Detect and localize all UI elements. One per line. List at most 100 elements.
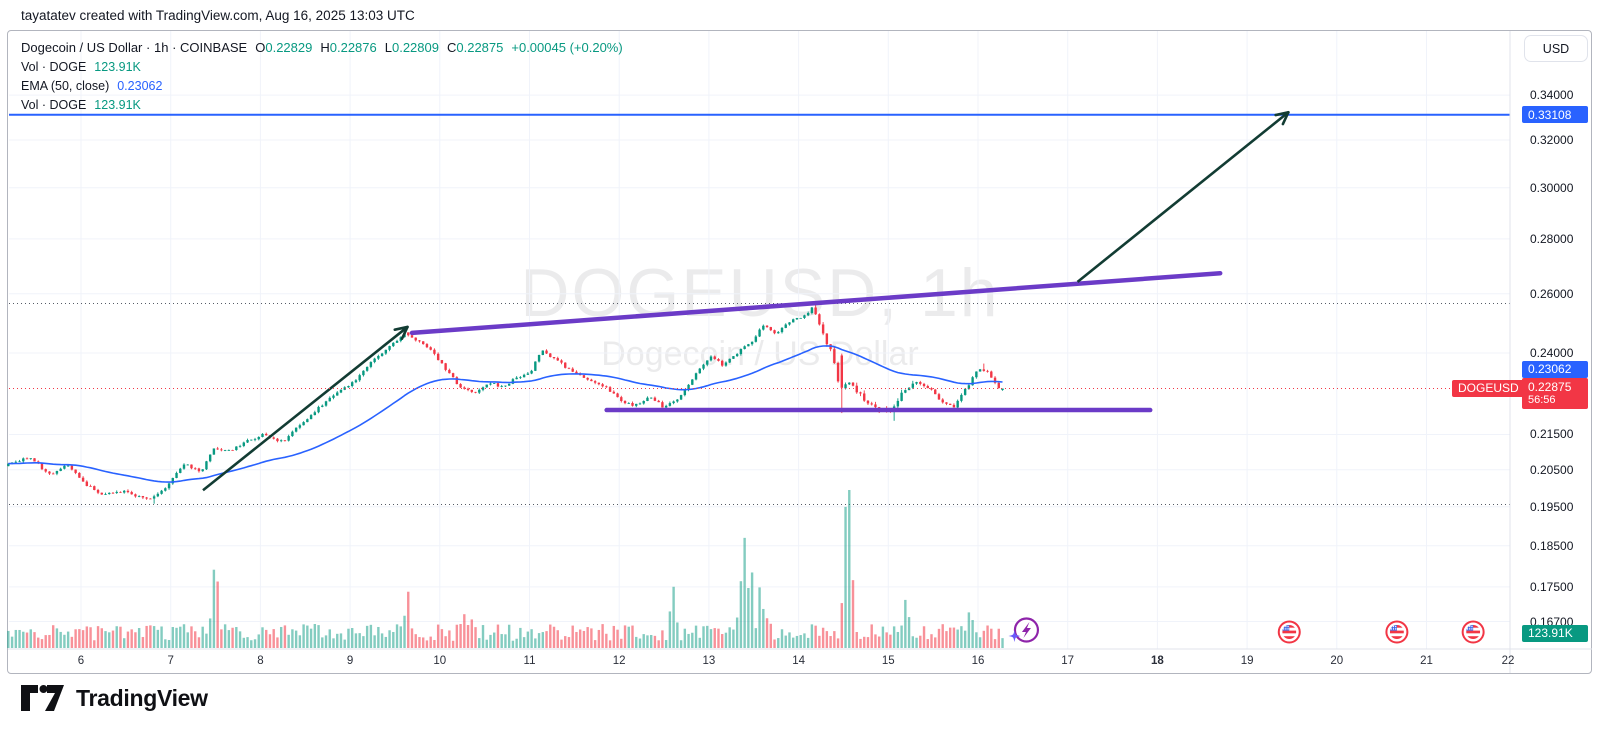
candle-body (679, 395, 683, 400)
economic-event-icon[interactable] (1461, 620, 1485, 644)
volume-bar (298, 635, 302, 648)
date-axis-label: 6 (77, 655, 85, 667)
volume-bar (474, 627, 477, 648)
volume-bar (481, 625, 485, 648)
volume-bar (369, 624, 373, 648)
candle-body (216, 448, 219, 450)
volume-bar (728, 627, 731, 648)
volume-bar (309, 628, 313, 648)
ema-indicator-row[interactable]: EMA (50, close) 0.23062 (21, 76, 623, 95)
candle-body (134, 494, 137, 497)
candle-body (238, 445, 242, 447)
candle-body (777, 332, 780, 334)
candle-body (818, 314, 821, 325)
candle-body (126, 490, 130, 493)
candle-body (552, 357, 556, 359)
volume-bar (530, 629, 533, 648)
candle-body (934, 389, 937, 395)
volume-bar (661, 630, 664, 648)
symbol-row[interactable]: Dogecoin / US Dollar · 1h · COINBASE O 0.… (21, 40, 623, 55)
date-axis-label: 9 (346, 655, 354, 667)
candle-body (489, 383, 492, 385)
candle-body (750, 341, 754, 345)
volume-bar (220, 629, 223, 648)
symbol-title[interactable]: Dogecoin / US Dollar (21, 40, 143, 55)
candle-body (930, 388, 933, 390)
interval-label[interactable]: 1h (153, 40, 169, 55)
volume-bar (926, 639, 929, 648)
volume-bar (698, 637, 701, 648)
economic-event-icon[interactable] (1385, 620, 1409, 644)
volume-bar (433, 639, 436, 648)
volume-bar (78, 629, 81, 648)
volume-bar (586, 627, 589, 648)
volume-bar (795, 635, 799, 648)
volume-bar (758, 587, 761, 648)
date-axis-label: 13 (702, 655, 716, 667)
volume-bar (33, 632, 36, 648)
candle-body (799, 317, 802, 319)
candle-body (642, 401, 645, 404)
candle-body (601, 384, 604, 387)
uptrend-arrow[interactable] (202, 325, 409, 492)
candle-body (773, 330, 776, 334)
sparkle-icon (1008, 630, 1021, 642)
volume-bar (930, 634, 933, 648)
economic-event-icon[interactable] (1277, 620, 1301, 644)
volume-bar (194, 631, 197, 648)
price-axis-label: 0.24000 (1530, 346, 1574, 360)
volume-indicator-row-2[interactable]: Vol · DOGE 123.91K (21, 95, 623, 114)
candle-body (706, 360, 709, 365)
volume-bar (276, 637, 279, 648)
volume-bar (190, 626, 193, 648)
candle-body (945, 402, 948, 404)
volume-bar (253, 639, 257, 648)
volume-bar (48, 634, 51, 648)
tradingview-logo[interactable]: TradingView (20, 683, 208, 713)
candle-body (51, 473, 55, 475)
last-price-badge: 0.22875 56:56 (1522, 377, 1588, 409)
currency-toggle-button[interactable]: USD (1524, 35, 1588, 62)
volume-bar (268, 634, 272, 648)
volume-bar (100, 628, 103, 648)
lightning-bolt-icon (1021, 622, 1031, 638)
ascending-resistance-trendline[interactable] (409, 270, 1223, 336)
candle-body (425, 344, 429, 348)
volume-bar (646, 635, 649, 648)
close-label: C (446, 40, 457, 55)
volume-bar (762, 608, 765, 648)
candle-body (537, 354, 541, 362)
volume-bar (208, 618, 212, 648)
volume-bar (754, 628, 758, 648)
volume-bar (945, 631, 948, 648)
candle-body (433, 349, 436, 354)
volume-bar (657, 640, 660, 648)
tradingview-logo-text: TradingView (76, 684, 208, 711)
volume-bar (74, 629, 77, 648)
volume-bar (941, 624, 944, 648)
ema50-line[interactable] (8, 345, 1003, 483)
volume-bar (321, 637, 324, 648)
candle-body (108, 492, 111, 495)
candle-body (152, 496, 156, 499)
volume-bar (668, 611, 672, 648)
volume-bar (840, 603, 844, 648)
uptrend-arrow-head (400, 325, 409, 341)
candle-body (507, 383, 511, 386)
candle-body (354, 380, 358, 383)
candle-body (418, 340, 421, 342)
volume-bar (844, 506, 847, 648)
candle-body (141, 496, 145, 498)
volume-bar (963, 630, 967, 648)
volume-bar (455, 624, 459, 648)
volume-bar (493, 632, 496, 648)
volume-bar (833, 631, 836, 648)
date-axis-label: 11 (523, 655, 536, 667)
volume-indicator-row[interactable]: Vol · DOGE 123.91K (21, 57, 623, 76)
candle-body (623, 400, 627, 404)
volume-bar (40, 639, 44, 648)
volume-bar (186, 632, 189, 648)
projection-arrow[interactable] (1076, 111, 1290, 283)
volume-bar (534, 638, 537, 648)
